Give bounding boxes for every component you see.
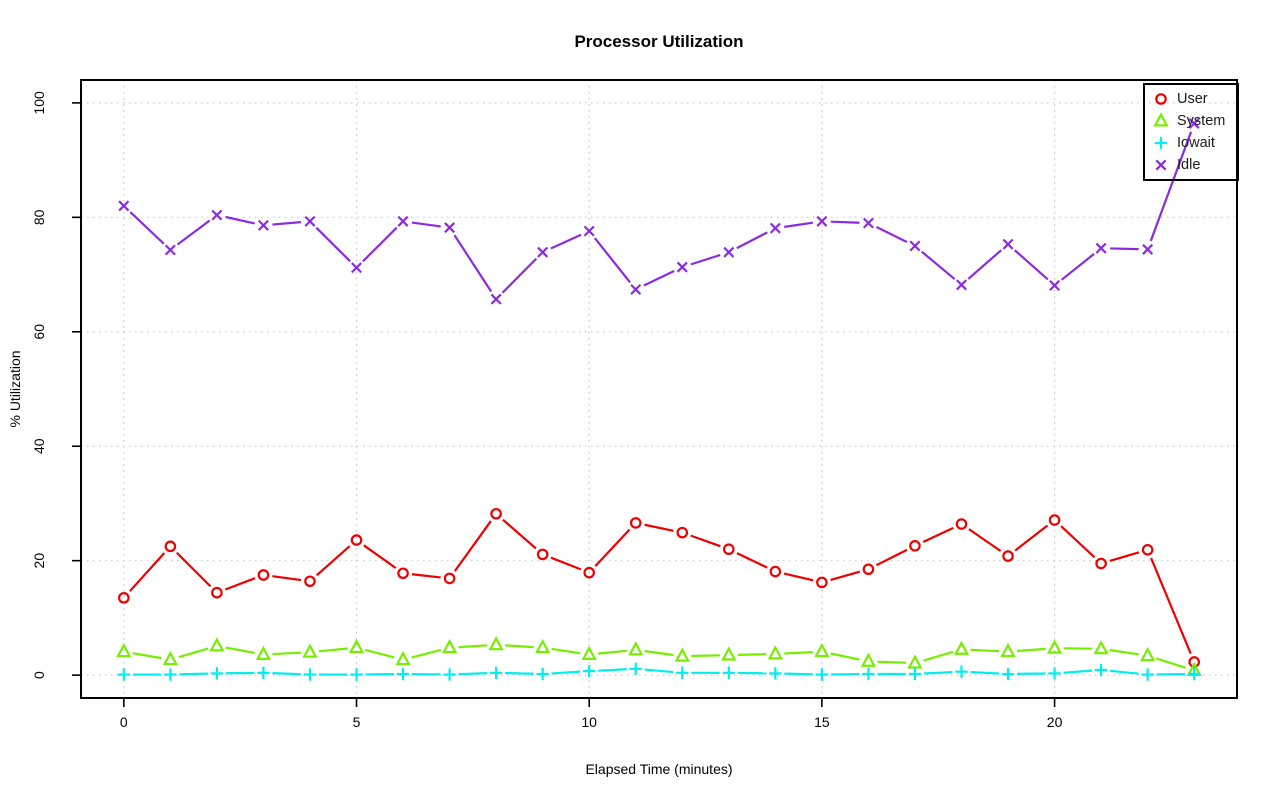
idle-series-markers xyxy=(118,118,1200,305)
iowait-marker-icon xyxy=(1152,134,1170,152)
legend-label-system: System xyxy=(1177,112,1226,129)
legend-item-system: System xyxy=(1152,112,1233,130)
chart-title: Processor Utilization xyxy=(574,32,744,51)
legend-label-user: User xyxy=(1177,90,1208,107)
x-tick-label: 0 xyxy=(120,714,128,730)
x-axis-label: Elapsed Time (minutes) xyxy=(585,761,733,777)
system-series-markers xyxy=(116,636,1202,677)
tick-labels: 0 5 10 15 20 0 20 40 60 80 100 xyxy=(31,91,1063,730)
user-series-markers xyxy=(118,507,1200,668)
system-marker-icon xyxy=(1152,112,1170,130)
y-axis-label: % Utilization xyxy=(7,350,23,428)
iowait-series-line xyxy=(132,668,1186,676)
y-tick-label: 40 xyxy=(31,438,47,454)
user-marker-icon xyxy=(1152,90,1170,108)
y-tick-label: 20 xyxy=(31,553,47,569)
x-tick-label: 20 xyxy=(1047,714,1063,730)
plot-box xyxy=(80,79,1238,699)
axis-ticks xyxy=(72,102,1056,707)
legend-item-user: User xyxy=(1152,90,1233,108)
system-series-line xyxy=(132,644,1186,669)
legend-label-idle: Idle xyxy=(1177,156,1201,173)
y-tick-label: 0 xyxy=(31,671,47,679)
x-tick-label: 10 xyxy=(581,714,597,730)
legend-item-iowait: Iowait xyxy=(1152,134,1233,152)
idle-marker-icon xyxy=(1152,156,1170,174)
legend: User System Iowait Idle xyxy=(1143,83,1239,181)
iowait-series-markers xyxy=(117,662,1201,681)
user-series-line xyxy=(129,518,1192,655)
x-tick-label: 5 xyxy=(353,714,361,730)
legend-item-idle: Idle xyxy=(1152,156,1233,174)
y-tick-label: 80 xyxy=(31,209,47,225)
y-tick-label: 60 xyxy=(31,324,47,340)
gridlines xyxy=(81,80,1237,698)
y-tick-label: 100 xyxy=(31,91,47,115)
idle-series-line xyxy=(129,131,1193,294)
legend-label-iowait: Iowait xyxy=(1177,134,1215,151)
x-tick-label: 15 xyxy=(814,714,830,730)
